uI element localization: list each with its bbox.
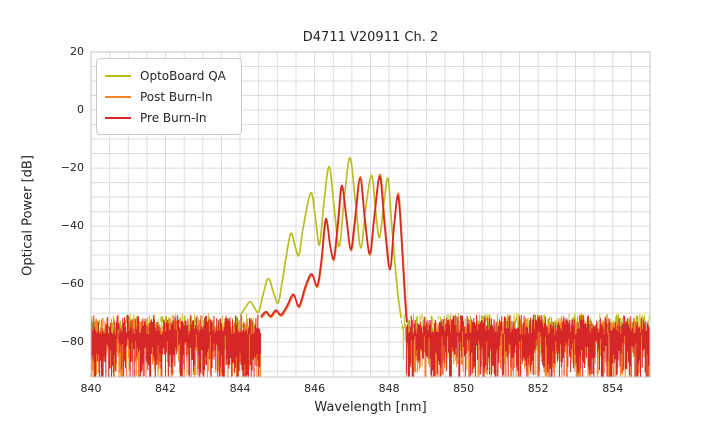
legend-label: Pre Burn-In	[140, 110, 207, 125]
y-tick-label: 0	[77, 103, 84, 117]
legend-line-swatch-red	[105, 116, 131, 119]
series-line-pre-burn-in	[260, 175, 408, 323]
x-tick-label: 852	[527, 382, 549, 395]
series-line-optoboard-qa	[239, 157, 402, 319]
y-tick-label: 20	[70, 45, 84, 58]
legend-entry-optoboard-qa: OptoBoard QA	[105, 65, 233, 86]
x-axis-label: Wavelength [nm]	[314, 400, 427, 415]
x-tick-label: 848	[378, 382, 400, 395]
y-tick-label: −40	[60, 219, 84, 233]
legend-label: Post Burn-In	[140, 89, 213, 104]
signal-traces	[239, 157, 408, 323]
legend-entry-post-burn-in: Post Burn-In	[105, 86, 233, 107]
y-axis-label: Optical Power [dB]	[20, 155, 36, 276]
x-tick-label: 846	[304, 382, 326, 395]
y-tick-label: −60	[60, 277, 84, 291]
chart-title: D4711 V20911 Ch. 2	[302, 30, 439, 45]
legend-entry-pre-burn-in: Pre Burn-In	[105, 107, 233, 128]
plot-frame	[90, 51, 651, 378]
y-tick-label: −80	[60, 335, 84, 349]
x-tick-label: 840	[80, 382, 102, 395]
x-tick-label: 854	[602, 382, 624, 395]
x-tick-label: 850	[453, 382, 475, 395]
y-tick-label: −20	[60, 161, 84, 175]
legend-label: OptoBoard QA	[140, 68, 226, 83]
x-tick-label: 842	[155, 382, 177, 395]
x-tick-label: 844	[229, 382, 251, 395]
legend: OptoBoard QA Post Burn-In Pre Burn-In	[96, 58, 242, 135]
legend-line-swatch-orange	[105, 95, 131, 98]
legend-line-swatch-olive	[105, 74, 131, 77]
